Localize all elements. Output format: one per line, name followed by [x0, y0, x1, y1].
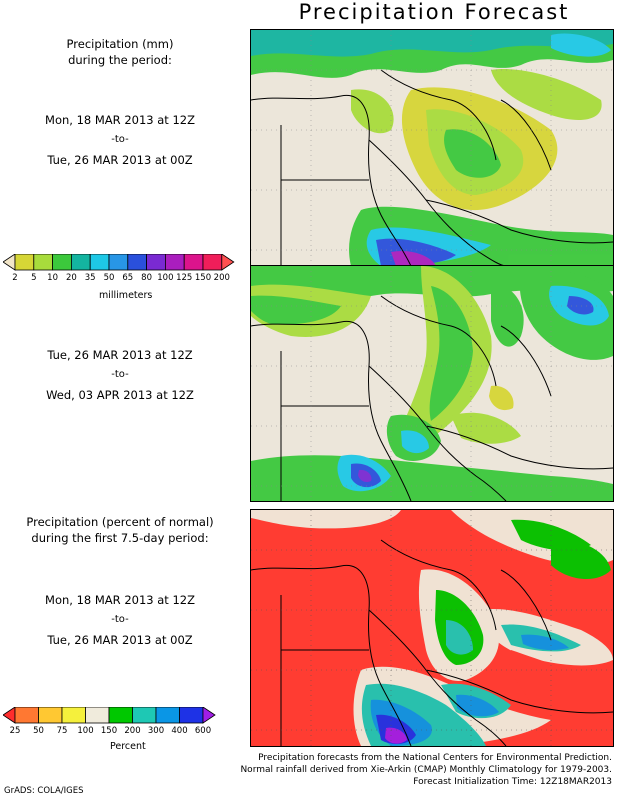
- legend-color-swatch: [14, 707, 39, 724]
- legend-tick-label: 150: [100, 726, 118, 736]
- legend-tick-label: 125: [176, 273, 193, 283]
- section1-dates: Mon, 18 MAR 2013 at 12Z -to- Tue, 26 MAR…: [0, 110, 240, 170]
- legend-color-swatch: [146, 254, 166, 271]
- section2-end: Wed, 03 APR 2013 at 12Z: [46, 388, 194, 402]
- legend-color-swatch: [183, 254, 204, 271]
- legend-tick-label: 600: [194, 726, 212, 736]
- section1-heading: Precipitation (mm) during the period:: [0, 36, 240, 68]
- legend-tick-label: 300: [147, 726, 165, 736]
- grads-credit: GrADS: COLA/IGES: [4, 786, 84, 796]
- credits-line3: Forecast Initialization Time: 12Z18MAR20…: [413, 777, 612, 787]
- section1-to: -to-: [111, 134, 129, 145]
- section3-heading-line1: Precipitation (percent of normal): [26, 515, 214, 529]
- legend-color-swatch: [202, 254, 223, 271]
- legend-color-swatch: [52, 254, 72, 271]
- precip-mm-legend-unit: millimeters: [99, 290, 153, 301]
- legend-color-swatch: [202, 707, 216, 724]
- legend-tick-label: 5: [31, 273, 37, 283]
- legend-color-swatch: [85, 707, 110, 724]
- page-title: Precipitation Forecast: [298, 0, 570, 24]
- legend-color-swatch: [3, 707, 16, 724]
- section2-start: Tue, 26 MAR 2013 at 12Z: [47, 348, 193, 362]
- legend-color-swatch: [14, 254, 35, 271]
- legend-tick-label: 65: [122, 273, 134, 283]
- section1-heading-line2: during the period:: [68, 53, 172, 67]
- legend-color-swatch: [33, 254, 53, 271]
- legend-color-swatch: [89, 254, 110, 271]
- credits-line2: Normal rainfall derived from Xie-Arkin (…: [240, 765, 612, 775]
- percent-of-normal-legend: [3, 707, 216, 724]
- legend-color-swatch: [179, 707, 204, 724]
- legend-tick-label: 75: [56, 726, 68, 736]
- map-panel-week2-mm: [250, 265, 614, 502]
- legend-color-swatch: [132, 707, 157, 724]
- legend-tick-label: 20: [65, 273, 77, 283]
- legend-color-swatch: [38, 707, 63, 724]
- legend-tick-label: 400: [171, 726, 188, 736]
- percent-of-normal-legend-unit: Percent: [110, 741, 146, 752]
- section3-dates: Mon, 18 MAR 2013 at 12Z -to- Tue, 26 MAR…: [0, 590, 240, 650]
- legend-tick-label: 25: [9, 726, 21, 736]
- legend-color-swatch: [71, 254, 91, 271]
- legend-color-swatch: [221, 254, 235, 271]
- map-panel-week1-mm: [250, 29, 614, 267]
- legend-color-swatch: [3, 254, 16, 271]
- section3-heading: Precipitation (percent of normal) during…: [0, 514, 240, 546]
- legend-tick-label: 10: [47, 273, 59, 283]
- section1-start: Mon, 18 MAR 2013 at 12Z: [45, 113, 195, 127]
- section1-end: Tue, 26 MAR 2013 at 00Z: [47, 153, 193, 167]
- section1-heading-line1: Precipitation (mm): [66, 37, 174, 51]
- section2-dates: Tue, 26 MAR 2013 at 12Z -to- Wed, 03 APR…: [0, 345, 240, 405]
- section3-start: Mon, 18 MAR 2013 at 12Z: [45, 593, 195, 607]
- section2-to: -to-: [111, 369, 129, 380]
- legend-color-swatch: [164, 254, 185, 271]
- legend-tick-label: 200: [124, 726, 141, 736]
- legend-tick-label: 100: [77, 726, 94, 736]
- legend-color-swatch: [127, 254, 148, 271]
- legend-tick-label: 2: [12, 273, 18, 283]
- legend-tick-label: 150: [194, 273, 212, 283]
- legend-color-swatch: [108, 707, 133, 724]
- legend-color-swatch: [108, 254, 129, 271]
- legend-tick-label: 50: [103, 273, 115, 283]
- credits: Precipitation forecasts from the Nationa…: [240, 752, 612, 788]
- legend-tick-label: 100: [157, 273, 174, 283]
- legend-tick-label: 80: [141, 273, 153, 283]
- section3-heading-line2: during the first 7.5-day period:: [31, 531, 209, 545]
- legend-tick-label: 50: [33, 726, 44, 736]
- section3-end: Tue, 26 MAR 2013 at 00Z: [47, 633, 193, 647]
- legend-tick-label: 200: [213, 273, 230, 283]
- precip-mm-legend: [3, 254, 235, 271]
- legend-color-swatch: [155, 707, 180, 724]
- credits-line1: Precipitation forecasts from the Nationa…: [258, 753, 612, 763]
- legend-color-swatch: [61, 707, 86, 724]
- legend-tick-label: 35: [84, 273, 96, 283]
- map-panel-percent-of-normal: [250, 509, 614, 747]
- section3-to: -to-: [111, 614, 129, 625]
